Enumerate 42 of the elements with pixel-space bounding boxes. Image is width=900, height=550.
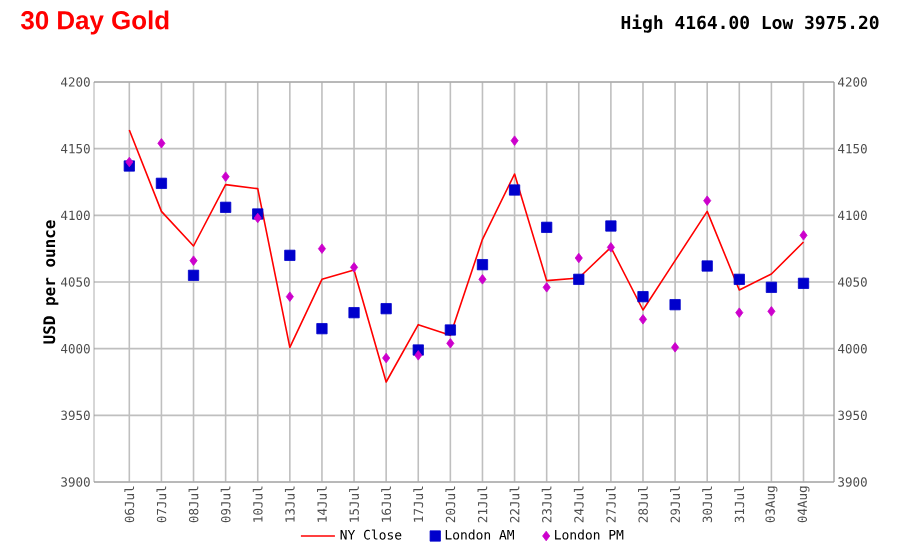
point <box>733 273 745 285</box>
point <box>639 314 647 325</box>
point <box>637 291 649 303</box>
point <box>765 281 777 293</box>
point <box>350 262 359 273</box>
point <box>542 282 551 293</box>
point <box>221 171 230 182</box>
point <box>606 242 615 253</box>
point <box>767 306 776 317</box>
point <box>476 259 489 271</box>
point <box>605 220 617 232</box>
point <box>187 269 200 281</box>
point <box>348 307 360 319</box>
point <box>284 249 296 261</box>
point <box>508 184 521 196</box>
point <box>669 299 681 311</box>
point <box>510 135 519 146</box>
point <box>157 138 166 149</box>
point <box>703 195 712 206</box>
point <box>380 303 392 315</box>
point <box>317 243 326 254</box>
chart-subtitle: High 4164.00 Low 3975.20 <box>621 14 879 33</box>
point <box>382 352 391 364</box>
point <box>574 252 583 264</box>
point <box>316 323 328 335</box>
point <box>797 277 810 289</box>
line-series <box>128 129 805 383</box>
point <box>220 201 232 213</box>
point <box>735 307 744 318</box>
point <box>155 177 167 189</box>
point <box>285 291 294 302</box>
point <box>414 350 423 361</box>
point <box>573 273 585 285</box>
point <box>189 255 198 266</box>
point <box>671 342 680 353</box>
point <box>701 260 713 272</box>
point <box>478 274 487 285</box>
point <box>541 221 553 233</box>
point <box>444 324 456 336</box>
point <box>799 230 808 241</box>
chart-title: 30 Day Gold <box>20 10 169 35</box>
point <box>446 338 455 349</box>
